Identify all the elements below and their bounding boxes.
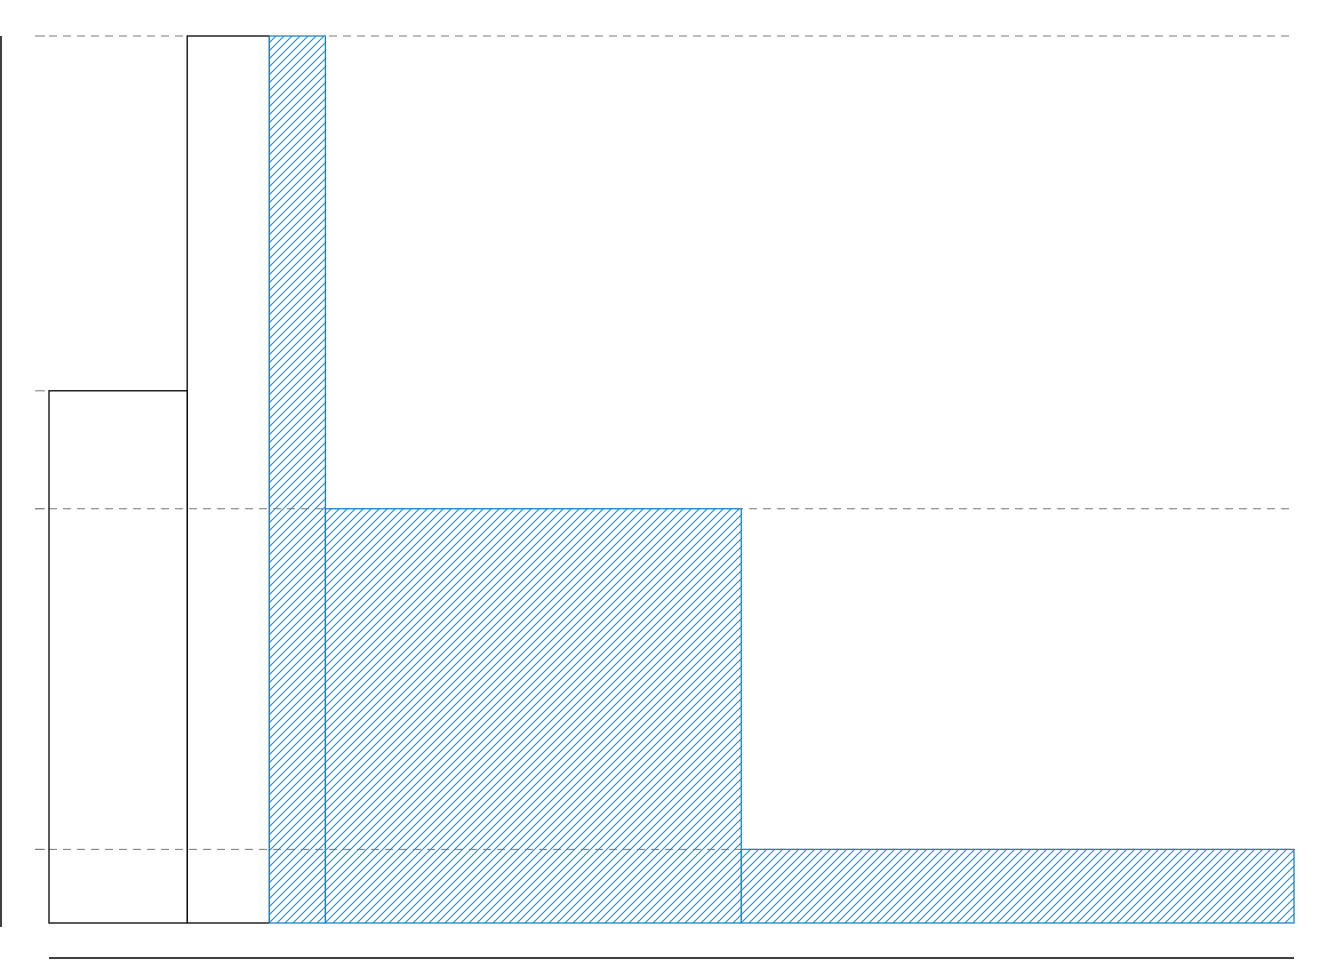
bar-series0-0 [48, 390, 188, 924]
bar-series1-2 [740, 848, 1295, 924]
axes [0, 35, 1294, 959]
bars [48, 35, 1295, 924]
bar-series1-1 [324, 508, 742, 924]
bar-series0-1 [186, 35, 271, 924]
bar-series1-0 [268, 35, 327, 924]
